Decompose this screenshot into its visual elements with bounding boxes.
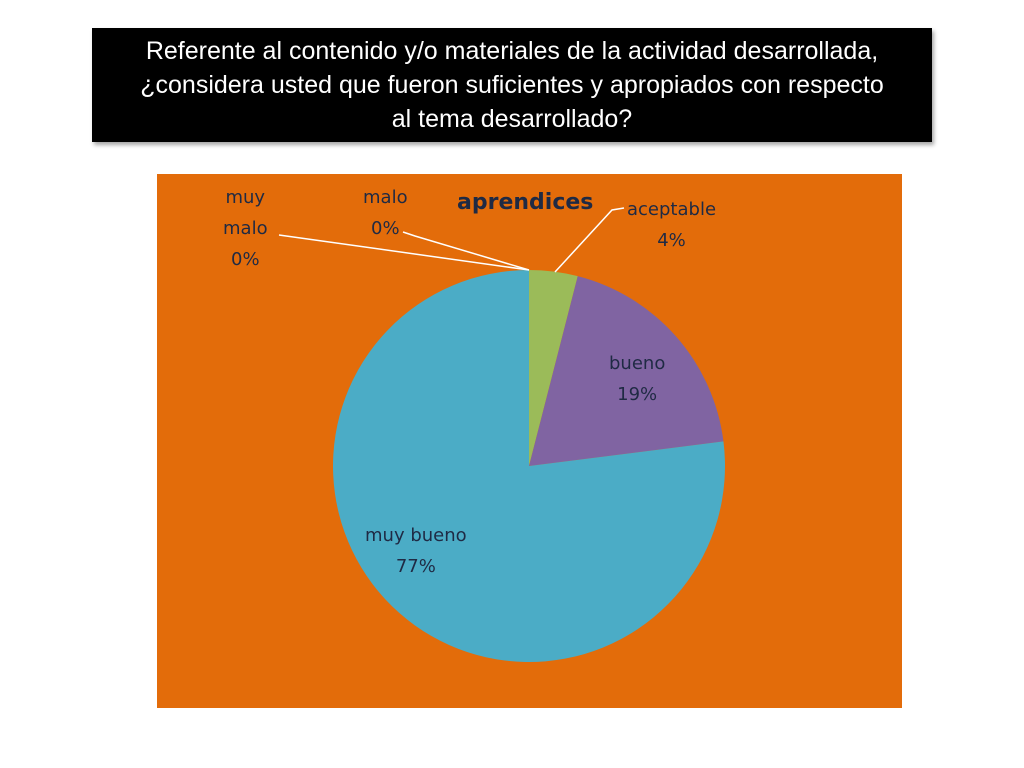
label-muy-malo-pct: 0% [231, 249, 260, 270]
label-bueno-cat: bueno [609, 353, 666, 374]
label-bueno: bueno 19% [609, 348, 665, 410]
label-malo-cat: malo [363, 187, 408, 208]
label-malo: malo 0% [363, 182, 408, 244]
label-bueno-pct: 19% [617, 384, 658, 405]
label-malo-pct: 0% [371, 218, 400, 239]
pie-slice-bueno [529, 276, 724, 466]
question-banner: Referente al contenido y/o materiales de… [92, 28, 932, 142]
label-muy-bueno-pct: 77% [395, 556, 436, 577]
pie-chart-area: aprendices muy malo 0% malo 0% aceptable… [157, 174, 902, 708]
chart-title: aprendices [457, 190, 594, 215]
leader-line-aceptable [554, 207, 625, 273]
question-text: Referente al contenido y/o materiales de… [140, 37, 884, 133]
label-muy-malo-cat-1: muy [225, 187, 266, 208]
pie-slice-aceptable [529, 270, 578, 466]
leader-line-malo [402, 231, 530, 271]
pie-slice-muy-bueno [333, 270, 725, 662]
label-muy-bueno: muy bueno 77% [365, 520, 467, 582]
label-aceptable: aceptable 4% [627, 194, 716, 256]
pie-chart [278, 207, 725, 662]
label-muy-malo-cat-2: malo [223, 218, 268, 239]
label-muy-malo: muy malo 0% [223, 182, 268, 275]
label-aceptable-pct: 4% [657, 230, 686, 251]
label-aceptable-cat: aceptable [627, 199, 717, 220]
leader-line-muy-malo [278, 234, 530, 271]
label-muy-bueno-cat: muy bueno [365, 525, 467, 546]
